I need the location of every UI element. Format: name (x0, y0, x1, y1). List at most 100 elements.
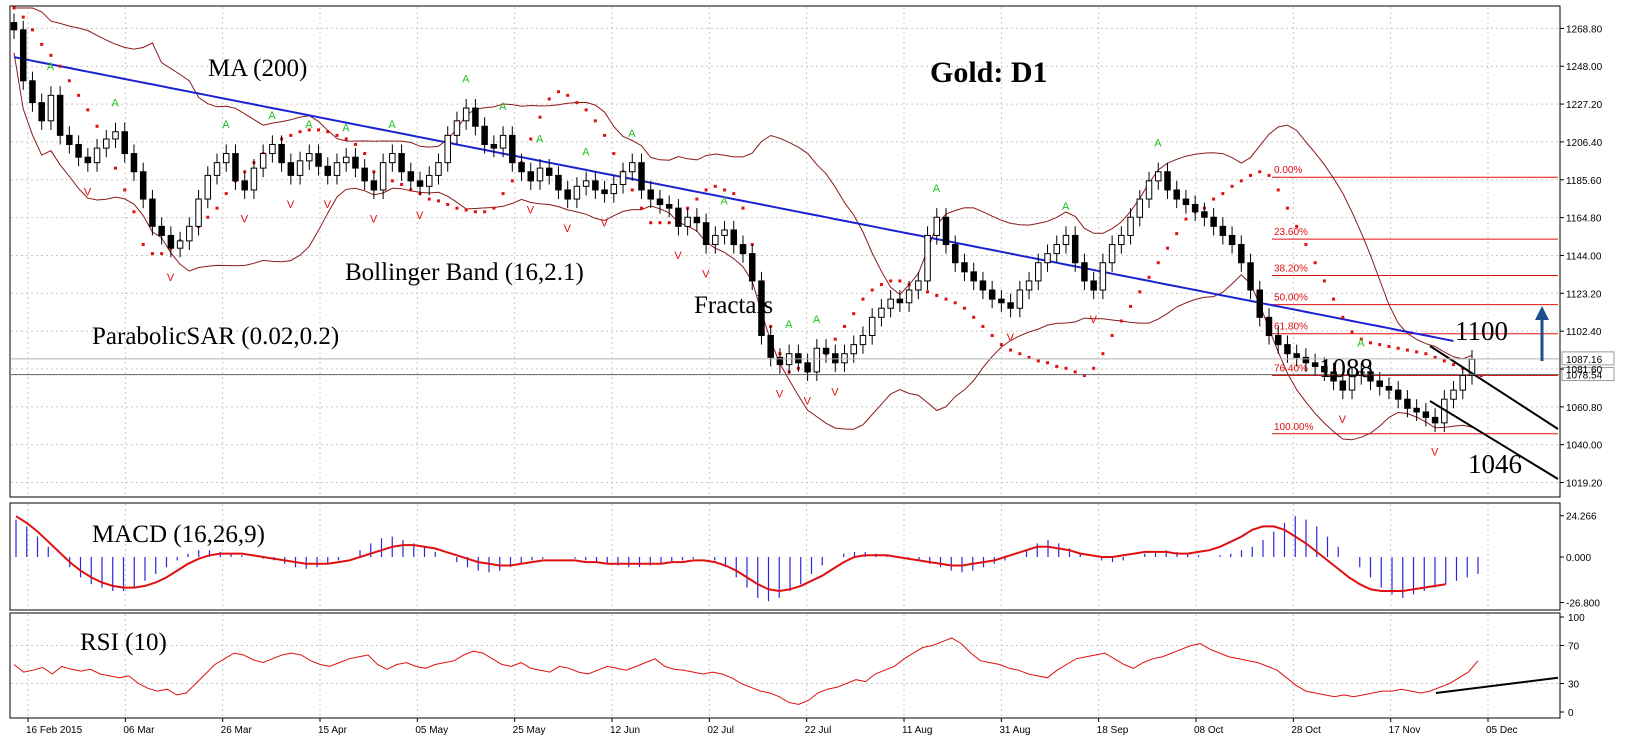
sar-dot (1221, 192, 1225, 196)
sar-dot (879, 283, 883, 287)
candle-body (795, 353, 802, 364)
fractal-up: A (1357, 337, 1365, 349)
price-tick-label: 1123.20 (1566, 289, 1602, 300)
sar-dot (224, 192, 228, 196)
date-tick-label: 06 Mar (123, 725, 155, 736)
sar-dot (335, 133, 339, 137)
candle-body (1108, 244, 1116, 264)
sar-dot (1101, 352, 1105, 356)
candle-body (435, 162, 442, 176)
sar-dot (639, 206, 643, 210)
sar-dot (427, 197, 431, 201)
sar-dot (1175, 232, 1179, 236)
fractal-down: V (167, 272, 175, 284)
candle-body (1062, 234, 1070, 246)
sar-dot (630, 188, 634, 192)
candle-body (545, 167, 553, 176)
candle-body (56, 94, 64, 136)
fractal-down: V (84, 186, 92, 198)
sar-dot (1212, 197, 1216, 201)
candle-body (582, 180, 590, 187)
candle-body (1145, 180, 1153, 200)
candle-body (287, 162, 295, 176)
candle-body (278, 143, 285, 164)
sar-dot (889, 279, 893, 283)
fractal-up: A (388, 119, 396, 131)
sar-dot (852, 312, 856, 316)
candle-body (306, 153, 313, 162)
macd-tick-label: 0.000 (1566, 553, 1591, 564)
fractal-up: A (628, 128, 636, 140)
sar-dot (667, 221, 671, 225)
candle-body (887, 298, 894, 309)
sar-dot (593, 119, 597, 123)
sar-dot (1009, 348, 1013, 352)
sar-dot (1332, 297, 1336, 301)
candle-body (601, 189, 608, 195)
sar-dot (58, 64, 62, 68)
sar-dot (1036, 359, 1040, 363)
sar-dot (1064, 366, 1068, 370)
candle-body (1191, 204, 1199, 213)
fractal-down: V (287, 199, 295, 211)
date-tick-label: 22 Jul (805, 725, 832, 736)
price-level-box (1561, 367, 1615, 382)
fractals: A V A V A V A V A V A V A V A A V A V A V A V V A V A V A V A V A V A V A V (47, 61, 1439, 459)
candle-body (1256, 289, 1264, 318)
sar-dot (40, 42, 44, 46)
sar-dot (363, 152, 367, 156)
sar-dot (30, 28, 34, 32)
sar-dot (1396, 346, 1400, 350)
sar-dot (658, 221, 662, 225)
candle-body (10, 22, 18, 31)
sar-dot (990, 334, 994, 338)
date-tick-label: 02 Jul (707, 725, 734, 736)
price-axis: 1268.80 1248.00 1227.20 1206.40 1185.60 1164.… (1560, 24, 1603, 490)
candle-body (1155, 171, 1162, 182)
candle-body (721, 229, 728, 236)
candle-body (509, 134, 516, 164)
level-1088-label: 1088 (1319, 353, 1373, 383)
candle-body (776, 356, 784, 366)
candle-body (767, 335, 774, 358)
candle-body (1265, 316, 1273, 337)
candle-body (702, 222, 710, 246)
candle-body (93, 147, 101, 164)
sar-dot (1018, 352, 1022, 356)
price-tick-label: 1060.80 (1566, 403, 1603, 414)
candle-body (139, 171, 147, 200)
candle-body (1247, 262, 1254, 291)
candle-body (564, 189, 571, 200)
sar-dot (289, 133, 293, 137)
sar-dot (1479, 374, 1483, 378)
sar-dot (1387, 344, 1391, 348)
rsi-tick-label: 0 (1568, 708, 1574, 719)
candle-body (850, 344, 857, 355)
sar-dot (307, 128, 311, 132)
fractal-up: A (813, 314, 821, 326)
sar-dot (353, 142, 357, 146)
sar-dot (1368, 341, 1372, 345)
fractal-up: A (785, 319, 793, 331)
ma200-path (13, 56, 1454, 342)
bollinger-label: Bollinger Band (16,2.1) (345, 259, 584, 286)
candle-body (832, 353, 839, 364)
sar-dot (538, 115, 542, 119)
candle-body (1053, 244, 1060, 255)
candle-body (296, 160, 304, 176)
candle-body (1422, 411, 1430, 418)
sar-dot (114, 166, 118, 170)
candle-body (739, 244, 747, 255)
macd-tick-label: -26.800 (1566, 599, 1600, 610)
fractal-down: V (1090, 314, 1098, 326)
price-level-label: 1087.16 (1566, 355, 1603, 366)
candle-body (629, 162, 636, 173)
trend-channel (1429, 345, 1559, 480)
sar-dot (649, 221, 653, 225)
ma-label: MA (200) (208, 55, 307, 82)
candle-body (573, 185, 581, 200)
candle-body (712, 234, 719, 246)
fib-level-label: 76.40% (1274, 364, 1308, 375)
sar-dot (732, 192, 736, 196)
sar-dot (215, 206, 219, 210)
